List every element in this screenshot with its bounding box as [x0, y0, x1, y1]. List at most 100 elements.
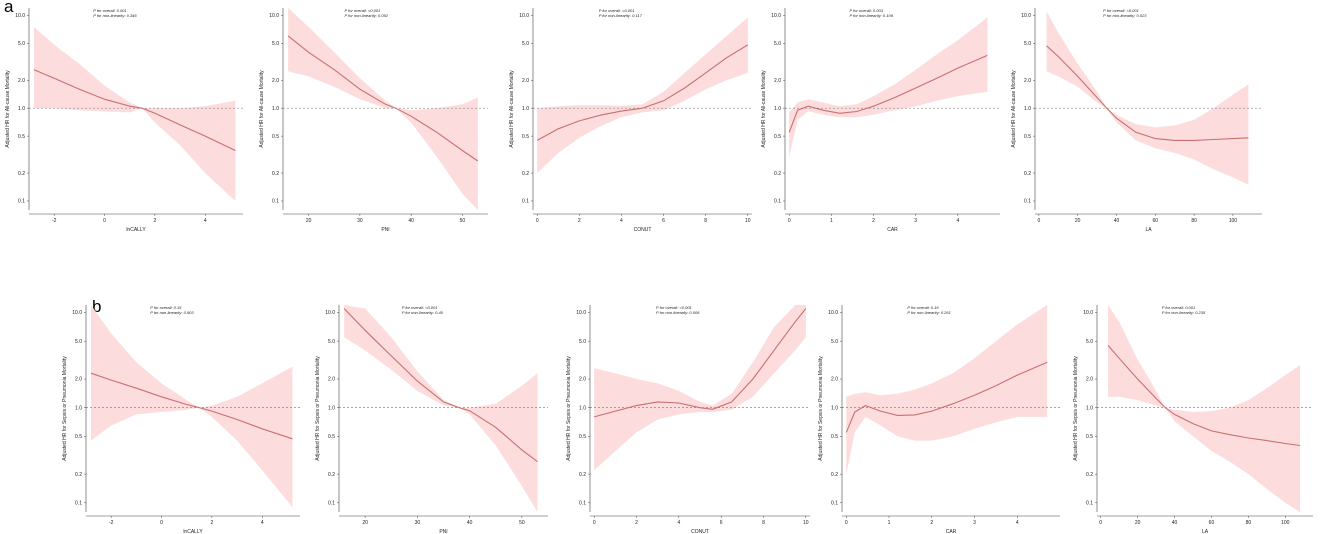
- x-tick-label: 0: [593, 520, 596, 526]
- y-tick-label: 0.1: [1024, 199, 1031, 205]
- y-tick-label: 10.0: [269, 13, 279, 19]
- y-tick-label: 0.5: [1086, 434, 1093, 440]
- hr-curve: [788, 54, 988, 133]
- x-tick-label: 40: [467, 520, 473, 526]
- y-tick-label: 10.0: [519, 13, 529, 19]
- x-tick-label: 40: [408, 218, 414, 224]
- y-tick-label: 0.2: [18, 171, 25, 177]
- x-tick-label: 4: [204, 218, 207, 224]
- y-tick-label: 1.0: [522, 106, 529, 112]
- x-tick-label: 4: [620, 218, 623, 224]
- x-tick-label: 50: [519, 520, 525, 526]
- y-tick-label: 0.1: [272, 199, 279, 205]
- x-tick-label: 4: [956, 218, 959, 224]
- x-tick-label: 2: [210, 520, 213, 526]
- x-tick-label: 2: [153, 218, 156, 224]
- y-tick-label: 2.0: [328, 377, 335, 383]
- confidence-band: [34, 26, 236, 202]
- x-tick-label: -2: [109, 520, 114, 526]
- chart-panel-b-4: 0.1 0.2 0.5 1.0 2.0 5.0 10.0 0 1 2 3 4 CAR Adjusted H…: [818, 305, 1060, 534]
- y-axis-title: Adjusted HR for All-cause Mortality: [259, 70, 265, 148]
- y-tick-label: 5.0: [1024, 41, 1031, 47]
- x-tick-label: -2: [52, 218, 57, 224]
- y-axis-title: Adjusted HR for Sepsis or Pneumonia Mort…: [818, 356, 824, 461]
- y-tick-label: 0.5: [272, 134, 279, 140]
- y-tick-label: 10.0: [828, 310, 838, 316]
- y-tick-label: 10.0: [1021, 13, 1031, 19]
- panel-letter-b: b: [92, 297, 102, 316]
- y-tick-label: 0.1: [831, 500, 838, 506]
- x-tick-label: 20: [306, 218, 312, 224]
- y-tick-label: 5.0: [75, 339, 82, 345]
- confidence-band: [1108, 305, 1301, 512]
- y-tick-label: 1.0: [579, 405, 586, 411]
- y-tick-label: 5.0: [328, 339, 335, 345]
- p-overall-label: P for overall: <0.001: [402, 305, 438, 310]
- y-tick-label: 0.2: [774, 171, 781, 177]
- x-tick-label: 100: [1229, 218, 1238, 224]
- y-tick-label: 0.5: [831, 434, 838, 440]
- y-tick-label: 2.0: [522, 78, 529, 84]
- x-tick-label: 20: [1135, 520, 1141, 526]
- y-axis-title: Adjusted HR for Sepsis or Pneumonia Mort…: [566, 356, 572, 461]
- confidence-band: [344, 305, 538, 512]
- hr-curve: [594, 308, 807, 418]
- y-tick-label: 2.0: [774, 78, 781, 84]
- panel-letter-a: a: [4, 0, 14, 16]
- x-tick-label: 10: [803, 520, 809, 526]
- x-tick-label: 50: [460, 218, 466, 224]
- p-nonlinearity-label: P for non-linearity: 0.109: [850, 13, 894, 18]
- hr-curve: [90, 372, 293, 440]
- y-tick-label: 0.5: [579, 434, 586, 440]
- y-tick-label: 0.5: [774, 134, 781, 140]
- x-tick-label: 4: [677, 520, 680, 526]
- p-overall-label: P for overall: <0.001: [345, 8, 381, 13]
- x-tick-label: 80: [1191, 218, 1197, 224]
- y-tick-label: 0.1: [75, 500, 82, 506]
- x-tick-label: 2: [872, 218, 875, 224]
- chart-panel-b-2: 0.1 0.2 0.5 1.0 2.0 5.0 10.0 20 30 40 50 PNI Adjuste…: [315, 305, 548, 534]
- x-tick-label: 4: [1016, 520, 1019, 526]
- y-tick-label: 0.5: [522, 134, 529, 140]
- hr-curve: [845, 361, 1048, 433]
- confidence-band: [537, 17, 748, 174]
- y-tick-label: 2.0: [831, 377, 838, 383]
- y-tick-label: 0.5: [328, 434, 335, 440]
- y-axis-title: Adjusted HR for Sepsis or Pneumonia Mort…: [1073, 356, 1079, 461]
- x-tick-label: 80: [1246, 520, 1252, 526]
- x-tick-label: 2: [635, 520, 638, 526]
- y-tick-label: 0.2: [522, 171, 529, 177]
- y-tick-label: 1.0: [272, 106, 279, 112]
- x-axis-title: PNI: [439, 529, 447, 534]
- confidence-band: [1046, 11, 1249, 185]
- x-tick-label: 4: [261, 520, 264, 526]
- y-tick-label: 0.2: [328, 472, 335, 478]
- y-tick-label: 0.1: [18, 199, 25, 205]
- x-tick-label: 8: [704, 218, 707, 224]
- hr-curve: [287, 35, 479, 162]
- p-overall-label: P for overall: 0.16: [907, 305, 939, 310]
- p-nonlinearity-label: P for non-linearity: 0.903: [150, 310, 194, 315]
- y-tick-label: 2.0: [1086, 377, 1093, 383]
- y-tick-label: 5.0: [1086, 339, 1093, 345]
- p-nonlinearity-label: P for non-linearity: 0.45: [402, 310, 444, 315]
- y-axis-title: Adjusted HR for All-cause Mortality: [509, 70, 515, 148]
- y-tick-label: 0.1: [579, 500, 586, 506]
- y-tick-label: 2.0: [18, 78, 25, 84]
- x-tick-label: 0: [536, 218, 539, 224]
- confidence-band: [594, 305, 806, 471]
- x-tick-label: 40: [1172, 520, 1178, 526]
- chart-panel-a-2: 0.1 0.2 0.5 1.0 2.0 5.0 10.0 20 30 40 50 PNI Adjuste…: [259, 8, 488, 233]
- y-tick-label: 10.0: [72, 310, 82, 316]
- hr-curve: [1107, 345, 1301, 447]
- x-axis-title: CONUT: [634, 227, 652, 233]
- p-overall-label: P for overall: 0.003: [850, 8, 884, 13]
- y-axis-title: Adjusted HR for All-cause Mortality: [5, 70, 11, 148]
- x-axis-title: LA: [1202, 529, 1209, 534]
- y-tick-label: 5.0: [579, 339, 586, 345]
- x-axis-title: lnCALLY: [183, 529, 203, 534]
- x-tick-label: 0: [1099, 520, 1102, 526]
- hr-curve: [1046, 45, 1249, 141]
- x-axis-title: PNI: [381, 227, 389, 233]
